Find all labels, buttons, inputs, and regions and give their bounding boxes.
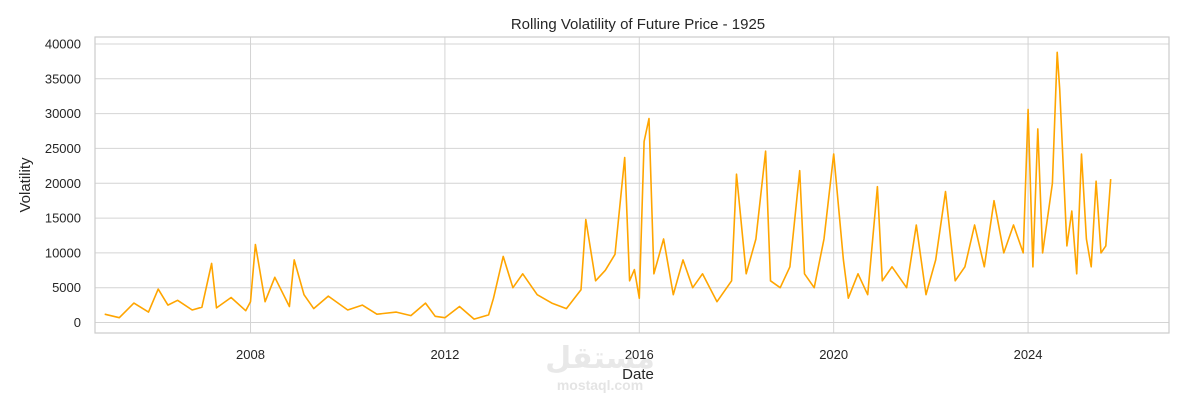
y-tick-label: 35000 xyxy=(45,71,81,86)
y-tick-label: 40000 xyxy=(45,36,81,51)
plot-frame xyxy=(94,36,1170,334)
x-axis-ticks: 2008 2012 2016 2020 2024 xyxy=(236,347,1042,362)
watermark-logo: مستقل xyxy=(545,342,655,375)
y-axis-ticks: 0 5000 10000 15000 20000 25000 30000 35000 40000 xyxy=(45,36,81,330)
y-tick-label: 15000 xyxy=(45,211,81,226)
x-tick-label: 2012 xyxy=(430,347,459,362)
chart-title: Rolling Volatility of Future Price - 192… xyxy=(511,16,765,33)
y-tick-label: 10000 xyxy=(45,245,81,260)
grid xyxy=(95,37,1169,333)
volatility-line xyxy=(104,51,1112,320)
series-group xyxy=(104,51,1112,320)
x-tick-label: 2008 xyxy=(236,347,265,362)
y-tick-label: 25000 xyxy=(45,141,81,156)
x-axis-label: Date xyxy=(622,366,654,383)
watermark-site: mostaql.com xyxy=(557,377,643,393)
x-tick-label: 2016 xyxy=(625,347,654,362)
y-tick-label: 5000 xyxy=(52,280,81,295)
x-tick-label: 2024 xyxy=(1014,347,1043,362)
y-tick-label: 0 xyxy=(74,315,81,330)
x-tick-label: 2020 xyxy=(819,347,848,362)
y-tick-label: 30000 xyxy=(45,106,81,121)
y-tick-label: 20000 xyxy=(45,176,81,191)
y-axis-label: Volatility xyxy=(17,157,34,213)
